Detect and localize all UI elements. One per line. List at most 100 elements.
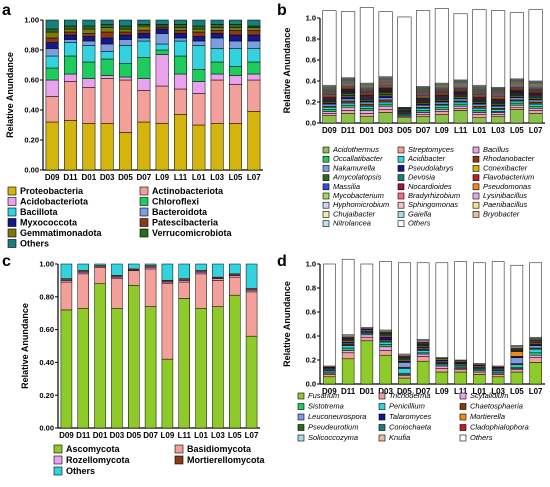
bar-segment-chloroflexi xyxy=(247,61,261,75)
bar-L07 xyxy=(245,263,258,429)
legend-item: Coniochaeta xyxy=(378,423,431,432)
legend-item: Streptomyces xyxy=(397,145,454,154)
bar-segment-actinobacteriota xyxy=(64,81,77,121)
legend-item: Nakamurella xyxy=(322,163,375,172)
x-tick-label: D03 xyxy=(378,387,393,396)
legend-item: Others xyxy=(397,219,431,228)
bar-D07 xyxy=(416,262,430,385)
bar-segment-verrucomicrobiota xyxy=(174,24,187,28)
legend-swatch xyxy=(472,201,480,209)
bar-segment-acidibacter xyxy=(491,109,506,112)
bar-segment-nakamurella xyxy=(416,104,431,108)
bar-D09 xyxy=(60,263,73,429)
legend-label: Pseudeurotium xyxy=(308,423,358,432)
chart-a: 0.00 0.20 0.40 0.60 0.80 1.00 Relative Anundan… xyxy=(5,16,263,182)
bar-segment-myxococcota xyxy=(100,37,114,45)
bar-D01 xyxy=(94,263,106,429)
x-tick-label: L07 xyxy=(245,431,259,440)
bar-segment-fusarium xyxy=(416,360,430,385)
legend-item: Conexibacter xyxy=(472,163,528,172)
bar-L01 xyxy=(473,262,486,385)
legend-item: Chloroflexi xyxy=(139,197,199,207)
legend-label: Coniochaeta xyxy=(389,423,431,432)
x-tick-label: D07 xyxy=(416,126,431,135)
legend-label: Bacteroidota xyxy=(152,207,208,217)
y-tick-label: 0.20 xyxy=(24,136,39,145)
bar-segment-others xyxy=(473,262,486,364)
bar-segment-actinobacteriota xyxy=(45,96,59,123)
bar-segment-others xyxy=(137,19,151,25)
bar-segment-sistotrema xyxy=(379,344,392,348)
bar-segment-talaromyces xyxy=(379,336,392,340)
legend-item: Nocardioides xyxy=(397,182,452,191)
bar-segment-rhodanobacter xyxy=(378,99,393,103)
bar-segment-others xyxy=(341,258,355,336)
bar-segment-chloroflexi xyxy=(45,67,59,81)
bar-segment-verrucomicrobiota xyxy=(192,25,206,30)
legend-item: Bacillus xyxy=(472,145,509,154)
bar-segment-gemmatimonadota xyxy=(174,27,187,31)
legend-item: Gemmatimonadota xyxy=(7,228,103,238)
legend-item: Flavobacterium xyxy=(472,173,534,182)
bar-segment-gemmatimonadota xyxy=(82,28,96,34)
legend-item: Rhodanobacter xyxy=(472,154,535,163)
bar-segment-others xyxy=(77,263,89,271)
y-tick-label: 1.0 xyxy=(306,260,316,269)
legend-swatch xyxy=(472,146,480,154)
bar-segment-fusarium xyxy=(491,376,505,385)
legend-item: Pseudolabrys xyxy=(397,163,454,172)
bar-segment-sistotrema xyxy=(529,352,542,356)
bar-segment-bacteroidota xyxy=(229,40,242,49)
legend-item: Bryobacter xyxy=(472,209,520,218)
legend-label: Mycobacterium xyxy=(333,191,384,200)
bar-segment-nakamurella xyxy=(509,97,524,101)
bar-segment-fusarium xyxy=(323,376,336,385)
bar-D11 xyxy=(77,263,89,429)
bar-segment-myxococcota xyxy=(64,34,77,40)
bar-segment-others xyxy=(174,19,187,25)
bar-L09 xyxy=(161,263,174,429)
bar-segment-others xyxy=(435,262,449,358)
bar-segment-myxococcota xyxy=(192,36,206,42)
legend-label: Conexibacter xyxy=(483,163,528,172)
legend-swatch xyxy=(472,165,480,172)
bar-segment-others xyxy=(229,263,241,275)
legend-swatch xyxy=(472,155,480,163)
legend-label: Others xyxy=(470,433,493,442)
bar-segment-others xyxy=(245,263,258,289)
legend-item: Massilia xyxy=(322,182,360,191)
bar-L05 xyxy=(510,264,524,385)
bar-D01 xyxy=(360,263,374,385)
bar-segment-penicillium xyxy=(529,348,542,354)
bar-segment-others xyxy=(195,263,207,271)
legend-item: Acidobacteriota xyxy=(7,197,89,207)
legend-swatch xyxy=(397,192,405,200)
legend-item: Chaetosphaeria xyxy=(459,402,523,411)
bar-segment-actinobacteriota xyxy=(174,88,187,115)
legend-label: Pseudomonas xyxy=(483,182,531,191)
bar-segment-ascomycota xyxy=(178,298,190,429)
legend-item: Pseudomonas xyxy=(472,182,531,191)
x-tick-label: L11 xyxy=(174,173,188,182)
legend-swatch xyxy=(322,165,330,172)
legend-swatch xyxy=(139,218,149,227)
bar-segment-acidobacteriota xyxy=(45,79,59,97)
bar-segment-bacillus xyxy=(341,107,356,111)
bar-segment-bacillota xyxy=(247,48,261,63)
legend-item: Actinobacteriota xyxy=(139,186,224,196)
legend-swatch xyxy=(378,424,386,431)
legend-swatch xyxy=(7,228,17,238)
legend-label: Occallatibacter xyxy=(333,154,383,163)
bar-segment-bacillus xyxy=(472,112,487,115)
legend-swatch xyxy=(472,174,480,181)
x-tick-label: L01 xyxy=(472,387,486,396)
bar-segment-rhodanobacter xyxy=(341,100,356,104)
legend-swatch xyxy=(322,174,330,181)
bar-segment-others xyxy=(378,11,393,78)
legend-label: Acidothermus xyxy=(332,145,379,154)
legend-item: Paenibacillus xyxy=(472,200,527,209)
bar-segment-others xyxy=(60,263,73,280)
bar-segment-others xyxy=(398,262,411,355)
